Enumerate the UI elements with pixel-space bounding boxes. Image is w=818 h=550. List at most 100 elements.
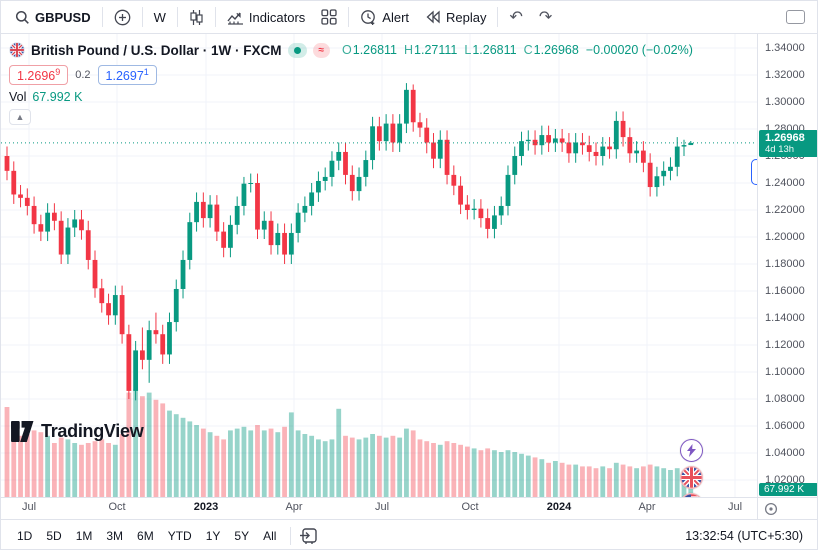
range-button-1y[interactable]: 1Y	[205, 528, 221, 543]
indicators-button[interactable]: Indicators	[219, 4, 313, 30]
range-button-all[interactable]: All	[263, 528, 277, 543]
bottombar-separator	[290, 526, 292, 545]
range-button-1m[interactable]: 1M	[75, 528, 93, 543]
replay-icon	[425, 10, 441, 24]
range-button-5y[interactable]: 5Y	[234, 528, 250, 543]
symbol-logo-icon	[9, 42, 25, 58]
uk-economic-events-button[interactable]	[680, 466, 703, 489]
tradingview-watermark: TradingView	[11, 421, 144, 442]
volume-legend[interactable]: Vol 67.992 K	[9, 90, 693, 104]
redo-button[interactable]: ↷	[531, 4, 560, 30]
candles-icon	[189, 9, 204, 26]
spread-value: 0.2	[75, 69, 91, 82]
price-tick-label: 1.14000	[765, 312, 805, 324]
ideas-pill[interactable]: ≈	[312, 42, 331, 58]
price-tick-label: 1.12000	[765, 339, 805, 351]
ohlc-values: O1.26811 H1.27111 L1.26811 C1.26968 −0.0…	[342, 43, 693, 57]
time-tick-label: Oct	[461, 501, 479, 513]
price-tick-label: 1.06000	[765, 420, 805, 432]
toolbar-separator	[348, 7, 350, 27]
plus-circle-icon	[114, 9, 131, 26]
sell-quote-button[interactable]: 1.26969	[9, 65, 69, 86]
volume-axis-tag: 67.992 K	[759, 483, 817, 496]
price-tick-label: 1.10000	[765, 366, 805, 378]
lightning-icon	[687, 444, 696, 457]
watermark-text: TradingView	[41, 421, 144, 441]
time-tick-label: Jul	[21, 501, 37, 513]
chevron-up-icon: ▲	[15, 112, 25, 123]
indicators-icon	[227, 10, 244, 25]
buy-quote-button[interactable]: 1.26971	[97, 65, 157, 86]
open-value: 1.26811	[352, 43, 398, 57]
chart-style-button[interactable]	[181, 4, 212, 30]
symbol-title[interactable]: British Pound / U.S. Dollar · 1W · FXCM	[31, 42, 282, 58]
time-axis[interactable]: Jul Oct 2023 Apr Jul Oct 2024 Apr Jul	[1, 497, 757, 519]
range-button-3m[interactable]: 3M	[106, 528, 124, 543]
price-axis[interactable]: 1.02000 1.04000 1.06000 1.08000 1.10000 1.120…	[757, 34, 817, 497]
bar-countdown: 4d 13h	[765, 143, 795, 155]
uk-flag-icon	[680, 466, 703, 489]
tradingview-logo-icon	[11, 421, 34, 442]
range-button-1d[interactable]: 1D	[17, 528, 33, 543]
time-tick-label: Oct	[108, 501, 126, 513]
goto-date-button[interactable]	[299, 527, 318, 544]
time-tick-label: Jul	[374, 501, 390, 513]
indicators-label: Indicators	[248, 9, 306, 25]
alert-button[interactable]: Alert	[352, 4, 417, 30]
symbol-search-button[interactable]: GBPUSD	[7, 4, 99, 30]
panel-toggle-button[interactable]	[778, 4, 813, 30]
toolbar-separator	[101, 7, 103, 27]
search-icon	[15, 10, 30, 25]
us-economic-events-button[interactable]	[680, 493, 703, 497]
toolbar-separator	[497, 7, 499, 27]
volume-value: 67.992 K	[32, 90, 83, 105]
undo-button[interactable]: ↶	[501, 4, 530, 30]
pane-collapse-button[interactable]: ▲	[9, 109, 31, 126]
axis-corner	[757, 497, 817, 519]
high-value: 1.27111	[414, 43, 458, 57]
events-bolt-button[interactable]	[680, 439, 703, 462]
compare-add-button[interactable]	[106, 4, 139, 30]
price-tick-label: 1.24000	[765, 177, 805, 189]
cutoff-panel-fragment	[751, 159, 757, 185]
time-tick-label: 2023	[193, 501, 219, 513]
undo-icon: ↶	[509, 9, 523, 26]
market-status-pill[interactable]	[287, 42, 307, 58]
chart-canvas[interactable]: British Pound / U.S. Dollar · 1W · FXCM …	[1, 34, 757, 497]
time-tick-label: Apr	[285, 501, 303, 513]
market-open-dot-icon	[293, 46, 301, 54]
range-buttons: 1D 5D 1M 3M 6M YTD 1Y 5Y All	[11, 526, 282, 546]
close-value: 1.26968	[533, 43, 579, 57]
bottom-toolbar: 1D 5D 1M 3M 6M YTD 1Y 5Y All 13:32:54 (UTC+5:30)	[1, 519, 817, 549]
time-tick-label: Apr	[638, 501, 656, 513]
price-tick-label: 1.22000	[765, 204, 805, 216]
toolbar-separator	[176, 7, 178, 27]
chart-main: British Pound / U.S. Dollar · 1W · FXCM …	[1, 34, 817, 497]
chart-legend: British Pound / U.S. Dollar · 1W · FXCM …	[9, 40, 693, 126]
toolbar-separator	[214, 7, 216, 27]
price-tick-label: 1.20000	[765, 231, 805, 243]
price-tick-label: 1.32000	[765, 69, 805, 81]
range-button-ytd[interactable]: YTD	[167, 528, 192, 543]
scales-settings-icon[interactable]	[764, 502, 778, 516]
candlestick-chart[interactable]	[1, 34, 757, 497]
indicator-templates-button[interactable]	[313, 4, 345, 30]
price-tick-label: 1.16000	[765, 285, 805, 297]
symbol-name: GBPUSD	[35, 9, 91, 25]
interval-button[interactable]: W	[146, 4, 174, 30]
calendar-arrow-icon	[300, 528, 318, 544]
us-flag-icon	[680, 493, 703, 497]
price-tick-label: 1.18000	[765, 258, 805, 270]
toolbar-separator	[141, 7, 143, 27]
panel-rect-icon	[786, 10, 805, 24]
redo-icon: ↷	[538, 9, 553, 26]
low-value: 1.26811	[472, 43, 517, 57]
time-tick-label: Jul	[727, 501, 743, 513]
range-button-5d[interactable]: 5D	[46, 528, 62, 543]
time-tick-label: 2024	[546, 501, 572, 513]
clock-timezone-button[interactable]: 13:32:54 (UTC+5:30)	[685, 528, 803, 543]
price-tick-label: 1.08000	[765, 393, 805, 405]
price-tick-label: 1.34000	[765, 42, 805, 54]
range-button-6m[interactable]: 6M	[137, 528, 154, 543]
replay-button[interactable]: Replay	[417, 4, 494, 30]
